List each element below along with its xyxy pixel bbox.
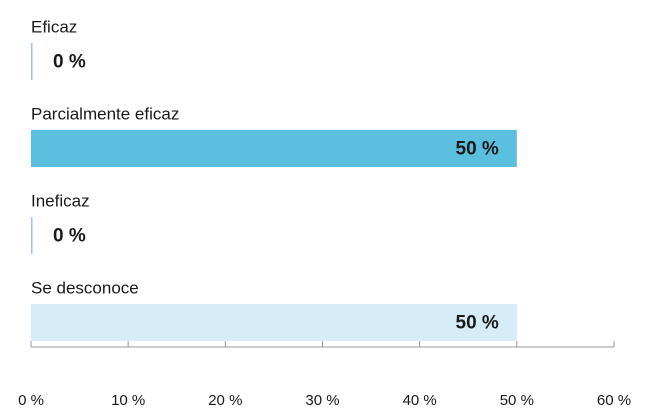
x-tick-label: 50 % bbox=[500, 392, 534, 409]
x-tick-label: 0 % bbox=[18, 392, 44, 409]
category-label: Se desconoce bbox=[31, 278, 139, 297]
x-tick-label: 30 % bbox=[305, 392, 339, 409]
category-label: Ineficaz bbox=[31, 191, 90, 210]
category-label: Eficaz bbox=[31, 17, 77, 36]
bar bbox=[31, 304, 517, 341]
bar bbox=[31, 130, 517, 167]
category-label: Parcialmente eficaz bbox=[31, 104, 179, 123]
x-tick-label: 20 % bbox=[208, 392, 242, 409]
value-label: 50 % bbox=[456, 139, 499, 160]
value-label: 0 % bbox=[53, 52, 86, 73]
bar bbox=[31, 217, 33, 254]
x-tick-label: 10 % bbox=[111, 392, 145, 409]
x-tick-label: 40 % bbox=[403, 392, 437, 409]
value-label: 50 % bbox=[456, 313, 499, 334]
value-label: 0 % bbox=[53, 226, 86, 247]
bar bbox=[31, 43, 33, 80]
x-tick-label: 60 % bbox=[597, 392, 631, 409]
